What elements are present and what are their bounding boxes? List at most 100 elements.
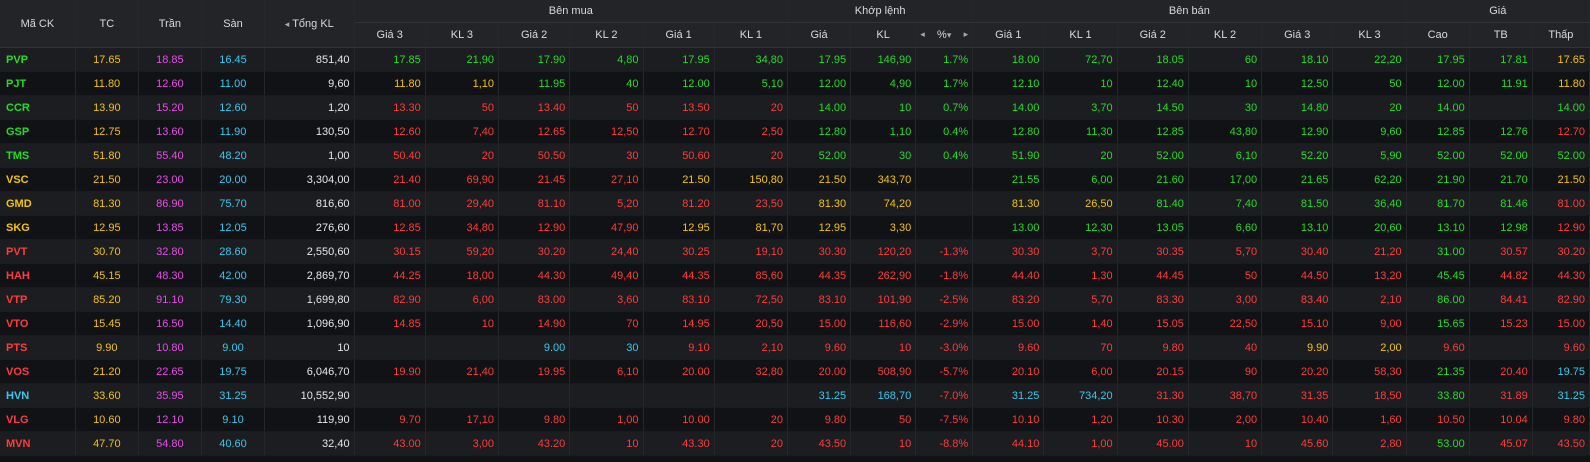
avg-price-cell bbox=[1469, 95, 1533, 120]
ref-price-cell: 12.75 bbox=[75, 119, 139, 144]
match-price-cell: 83.10 bbox=[787, 287, 852, 312]
col-sell-price3[interactable]: Giá 3 bbox=[1261, 22, 1334, 48]
sort-down-icon[interactable]: ▾ bbox=[946, 30, 952, 40]
col-total-label: Tổng KL bbox=[292, 17, 334, 30]
sell-price2-cell: 14.50 bbox=[1117, 95, 1189, 120]
table-row[interactable]: MVN 47.70 54.80 40.60 32,40 43.00 3,00 43.20 10 4… bbox=[0, 431, 1590, 456]
sell-price2-cell: 18.05 bbox=[1117, 47, 1189, 72]
buy-vol3-cell: 59,20 bbox=[425, 239, 500, 264]
table-row[interactable]: HVN 33.60 35.95 31.25 10,552,90 31.25 168,70 -7… bbox=[0, 383, 1590, 408]
ceil-price-cell: 86.90 bbox=[138, 191, 202, 216]
total-volume-cell: 816,60 bbox=[264, 191, 355, 216]
col-buy-price2[interactable]: Giá 2 bbox=[498, 22, 571, 48]
col-ceil[interactable]: Trần bbox=[138, 0, 202, 48]
buy-vol2-cell: 40 bbox=[569, 71, 644, 96]
floor-price-cell: 31.25 bbox=[201, 383, 266, 408]
low-price-cell: 30.20 bbox=[1532, 239, 1590, 264]
sell-price2-cell: 12.40 bbox=[1117, 71, 1189, 96]
sell-price2-cell: 52.00 bbox=[1117, 143, 1189, 168]
col-sell-vol3[interactable]: KL 3 bbox=[1332, 22, 1407, 48]
buy-price2-cell: 9.00 bbox=[498, 335, 571, 360]
table-row[interactable]: VOS 21.20 22.65 19.75 6,046,70 19.90 21,40 19.9… bbox=[0, 359, 1590, 384]
match-pct-cell: 1.7% bbox=[915, 47, 974, 72]
sell-vol1-cell: 3,70 bbox=[1043, 239, 1118, 264]
label: KL 2 bbox=[1213, 29, 1237, 41]
col-sell-vol2[interactable]: KL 2 bbox=[1188, 22, 1263, 48]
symbol-cell: PVP bbox=[0, 47, 76, 72]
low-price-cell: 81.00 bbox=[1532, 191, 1590, 216]
high-price-cell: 9.60 bbox=[1406, 335, 1470, 360]
table-row[interactable]: TMS 51.80 55.40 48.20 1,00 50.40 20 50.50 30 50.6… bbox=[0, 143, 1590, 168]
col-buy-price1[interactable]: Giá 1 bbox=[643, 22, 715, 48]
buy-price1-cell: 10.00 bbox=[643, 407, 715, 432]
col-match-volume[interactable]: KL bbox=[850, 22, 917, 48]
col-sell-price2[interactable]: Giá 2 bbox=[1117, 22, 1189, 48]
match-price-cell: 12.00 bbox=[787, 71, 852, 96]
col-buy-vol2[interactable]: KL 2 bbox=[569, 22, 644, 48]
floor-price-cell: 40.60 bbox=[201, 431, 266, 456]
pct-left-icon[interactable]: ◂ bbox=[920, 29, 925, 39]
sell-vol3-cell: 58,30 bbox=[1332, 359, 1407, 384]
buy-price3-cell: 11.80 bbox=[354, 71, 426, 96]
table-row[interactable]: VTP 85.20 91.10 79.30 1,699,80 82.90 6,00 83.00… bbox=[0, 287, 1590, 312]
table-row[interactable]: CCR 13.90 15.20 12.60 1,20 13.30 50 13.40 50 13.5… bbox=[0, 95, 1590, 120]
avg-price-cell: 20.40 bbox=[1469, 359, 1533, 384]
col-match-price[interactable]: Giá bbox=[787, 22, 852, 48]
col-ceil-label: Trần bbox=[158, 17, 182, 30]
label: KL 3 bbox=[450, 29, 474, 41]
sell-price1-cell: 12.80 bbox=[972, 119, 1045, 144]
label: Cao bbox=[1427, 29, 1448, 41]
match-pct-cell: -3.0% bbox=[915, 335, 974, 360]
scroll-left-icon[interactable]: ◂ bbox=[284, 18, 290, 29]
table-row[interactable]: PVT 30.70 32.80 28.60 2,550,60 30.15 59,20 30.2… bbox=[0, 239, 1590, 264]
buy-price1-cell: 21.50 bbox=[643, 167, 715, 192]
col-high[interactable]: Cao bbox=[1406, 22, 1470, 48]
match-price-cell: 9.80 bbox=[787, 407, 852, 432]
table-row[interactable]: VSC 21.50 23.00 20.00 3,304,00 21.40 69,90 21.4… bbox=[0, 167, 1590, 192]
col-avg[interactable]: TB bbox=[1469, 22, 1533, 48]
buy-vol1-cell bbox=[714, 383, 789, 408]
label: Giá 1 bbox=[665, 29, 692, 41]
table-row[interactable]: HAH 45.15 48.30 42.00 2,869,70 44.25 18,00 44.3… bbox=[0, 263, 1590, 288]
col-buy-vol1[interactable]: KL 1 bbox=[714, 22, 789, 48]
symbol-cell: CCR bbox=[0, 95, 76, 120]
table-row[interactable]: VTO 15.45 16.50 14.40 1,096,90 14.85 10 14.90 70… bbox=[0, 311, 1590, 336]
ref-price-cell: 33.60 bbox=[75, 383, 139, 408]
col-low[interactable]: Thấp bbox=[1532, 22, 1590, 48]
col-symbol[interactable]: Mã CK bbox=[0, 0, 76, 48]
label: KL 3 bbox=[1358, 29, 1381, 41]
sell-price1-cell: 18.00 bbox=[972, 47, 1045, 72]
col-ref[interactable]: TC bbox=[75, 0, 139, 48]
col-sell-price1[interactable]: Giá 1 bbox=[972, 22, 1045, 48]
total-volume-cell: 10 bbox=[264, 335, 355, 360]
table-row[interactable]: SKG 12.95 13.85 12.05 276,60 12.85 34,80 12.90 4… bbox=[0, 215, 1590, 240]
match-price-cell: 20.00 bbox=[787, 359, 852, 384]
col-match-pct[interactable]: ◂ %▾ ▸ bbox=[915, 22, 974, 48]
table-row[interactable]: VLG 10.60 12.10 9.10 119,90 9.70 17,10 9.80 1,00… bbox=[0, 407, 1590, 432]
pct-right-icon[interactable]: ▸ bbox=[963, 29, 969, 39]
table-row[interactable]: PTS 9.90 10.80 9.00 10 9.00 30 9.10 2,10 9.60 10 -3… bbox=[0, 335, 1590, 360]
col-symbol-label: Mã CK bbox=[20, 17, 55, 30]
col-total-volume[interactable]: ◂ Tổng KL bbox=[264, 0, 355, 48]
group-price-label: Giá bbox=[1489, 5, 1507, 17]
col-sell-vol1[interactable]: KL 1 bbox=[1043, 22, 1118, 48]
buy-vol3-cell: 34,80 bbox=[425, 215, 500, 240]
total-volume-cell: 851,40 bbox=[264, 47, 355, 72]
ref-price-cell: 51.80 bbox=[75, 143, 139, 168]
match-volume-cell: 146,90 bbox=[850, 47, 917, 72]
sell-price2-cell: 30.35 bbox=[1117, 239, 1189, 264]
table-row[interactable]: PJT 11.80 12.60 11.00 9,60 11.80 1,10 11.95 40 12… bbox=[0, 71, 1590, 96]
buy-vol1-cell: 20 bbox=[714, 407, 789, 432]
table-row[interactable]: PVP 17.65 18.85 16.45 851,40 17.85 21,90 17.90 4… bbox=[0, 47, 1590, 72]
sell-price2-cell: 20.15 bbox=[1117, 359, 1189, 384]
table-row[interactable]: GSP 12.75 13.60 11.90 130,50 12.60 7,40 12.65 12… bbox=[0, 119, 1590, 144]
low-price-cell: 12.90 bbox=[1532, 215, 1590, 240]
low-price-cell: 11.80 bbox=[1532, 71, 1590, 96]
col-floor[interactable]: Sàn bbox=[201, 0, 266, 48]
col-buy-price3[interactable]: Giá 3 bbox=[354, 22, 426, 48]
table-row[interactable]: GMD 81.30 86.90 75.70 816,60 81.00 29,40 81.10 5… bbox=[0, 191, 1590, 216]
avg-price-cell: 44.82 bbox=[1469, 263, 1533, 288]
high-price-cell: 17.95 bbox=[1406, 47, 1470, 72]
col-buy-vol3[interactable]: KL 3 bbox=[425, 22, 500, 48]
